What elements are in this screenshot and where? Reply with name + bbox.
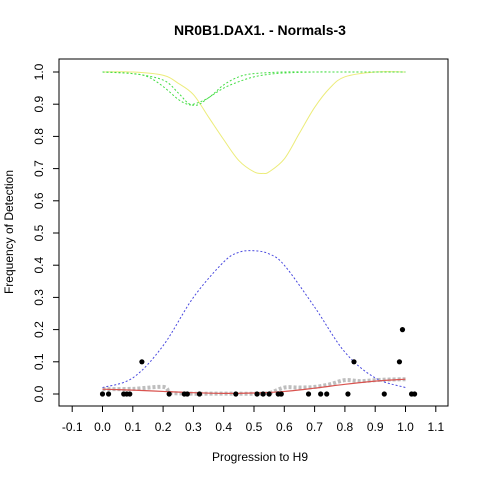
y-tick-label: 0.5: [32, 224, 46, 241]
data-point: [166, 391, 172, 397]
x-tick-label: 0.1: [124, 420, 141, 434]
y-axis-label: Frequency of Detection: [2, 170, 16, 294]
data-point: [305, 391, 312, 397]
data-point: [233, 391, 239, 397]
data-point: [99, 391, 106, 397]
y-tick-label: 0.2: [32, 321, 46, 338]
plot-frame: [58, 58, 449, 407]
y-tick-label: 1.0: [32, 63, 46, 80]
data-point: [318, 391, 324, 397]
x-tick-label: 0.9: [367, 420, 384, 434]
data-point: [254, 391, 260, 397]
curve-layer: [102, 71, 406, 396]
x-tick-label: 0.8: [337, 420, 354, 434]
series-blue-curve-3: [102, 250, 406, 389]
y-tick-label: 0.3: [32, 289, 46, 306]
data-point: [184, 391, 190, 397]
data-point: [381, 391, 387, 397]
point-layer: [99, 327, 418, 397]
data-point: [345, 391, 351, 397]
data-point: [127, 391, 133, 397]
y-tick-label: 0.1: [32, 353, 46, 370]
x-tick-label: 0.4: [215, 420, 232, 434]
data-point: [324, 391, 330, 397]
x-tick-label: 0.3: [185, 420, 202, 434]
x-tick-label: 1.0: [397, 420, 414, 434]
series-smooth-1: [102, 377, 406, 396]
data-point: [278, 391, 284, 397]
y-tick-label: 0.8: [32, 128, 46, 145]
series-yellow-curve-6: [102, 71, 406, 175]
data-point: [266, 391, 272, 397]
data-point: [139, 359, 145, 365]
x-tick-label: 0.6: [276, 420, 293, 434]
data-point: [196, 391, 203, 397]
x-axis: -0.1 0.0 0.1 0.2 0.3 0.4 0.5 0.6 0.7 0.8 0.9 1.0 1.1: [62, 406, 444, 434]
y-tick-label: 0.7: [32, 160, 46, 177]
y-tick-label: 0.4: [32, 257, 46, 274]
data-point: [260, 391, 266, 397]
data-point: [411, 391, 418, 397]
series-fit-2: [102, 378, 406, 394]
x-tick-label: 0.2: [155, 420, 172, 434]
x-axis-label: Progression to H9: [212, 450, 308, 464]
y-tick-label: 0.0: [32, 385, 46, 402]
y-tick-label: 0.9: [32, 96, 46, 113]
x-tick-label: -0.1: [62, 420, 83, 434]
x-tick-label: 1.1: [427, 420, 444, 434]
data-point: [396, 359, 403, 365]
data-point: [351, 359, 357, 365]
series-green-curve-5: [102, 71, 406, 106]
y-axis: 0.0 0.1 0.2 0.3 0.4 0.5 0.6 0.7 0.8 0.9 1.0: [32, 63, 59, 402]
data-point: [105, 391, 112, 397]
y-tick-label: 0.6: [32, 192, 46, 209]
x-tick-label: 0.0: [94, 420, 111, 434]
data-point: [399, 327, 406, 333]
chart-title: NR0B1.DAX1. - Normals-3: [174, 22, 346, 38]
x-tick-label: 0.5: [246, 420, 263, 434]
x-tick-label: 0.7: [306, 420, 323, 434]
